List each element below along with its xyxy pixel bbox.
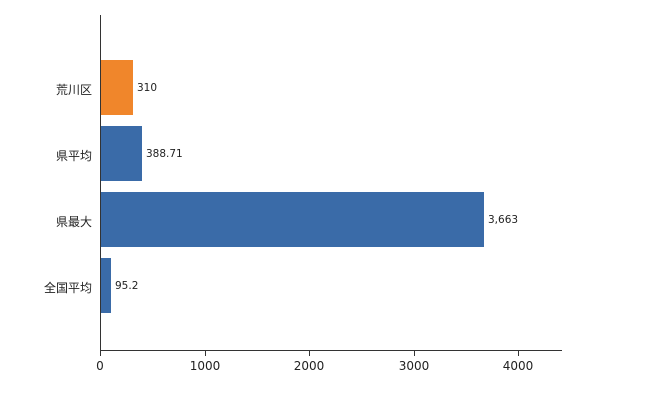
y-axis-line (100, 15, 101, 351)
bar-arakawa (101, 60, 133, 115)
x-axis-line (100, 350, 562, 351)
x-axis-tick (414, 351, 415, 356)
category-label-arakawa: 荒川区 (55, 83, 92, 97)
value-label-arakawa: 310 (137, 82, 158, 94)
bar-pref-max (101, 192, 484, 247)
x-tick-label: 2000 (293, 359, 325, 373)
value-label-pref-max: 3,663 (488, 214, 519, 226)
x-tick-label: 4000 (502, 359, 534, 373)
x-tick-label: 0 (96, 359, 104, 373)
bar-pref-average (101, 126, 142, 181)
x-tick-label: 3000 (398, 359, 430, 373)
value-label-pref-average: 388.71 (146, 148, 183, 160)
category-label-pref-average: 県平均 (55, 149, 92, 163)
value-label-national-average: 95.2 (115, 280, 139, 292)
x-axis-tick (100, 351, 101, 356)
x-axis-tick (309, 351, 310, 356)
category-label-national-average: 全国平均 (43, 281, 92, 295)
x-tick-label: 1000 (189, 359, 221, 373)
category-label-pref-max: 県最大 (55, 215, 92, 229)
x-axis-tick (518, 351, 519, 356)
bar-national-average (101, 258, 111, 313)
x-axis-tick (205, 351, 206, 356)
